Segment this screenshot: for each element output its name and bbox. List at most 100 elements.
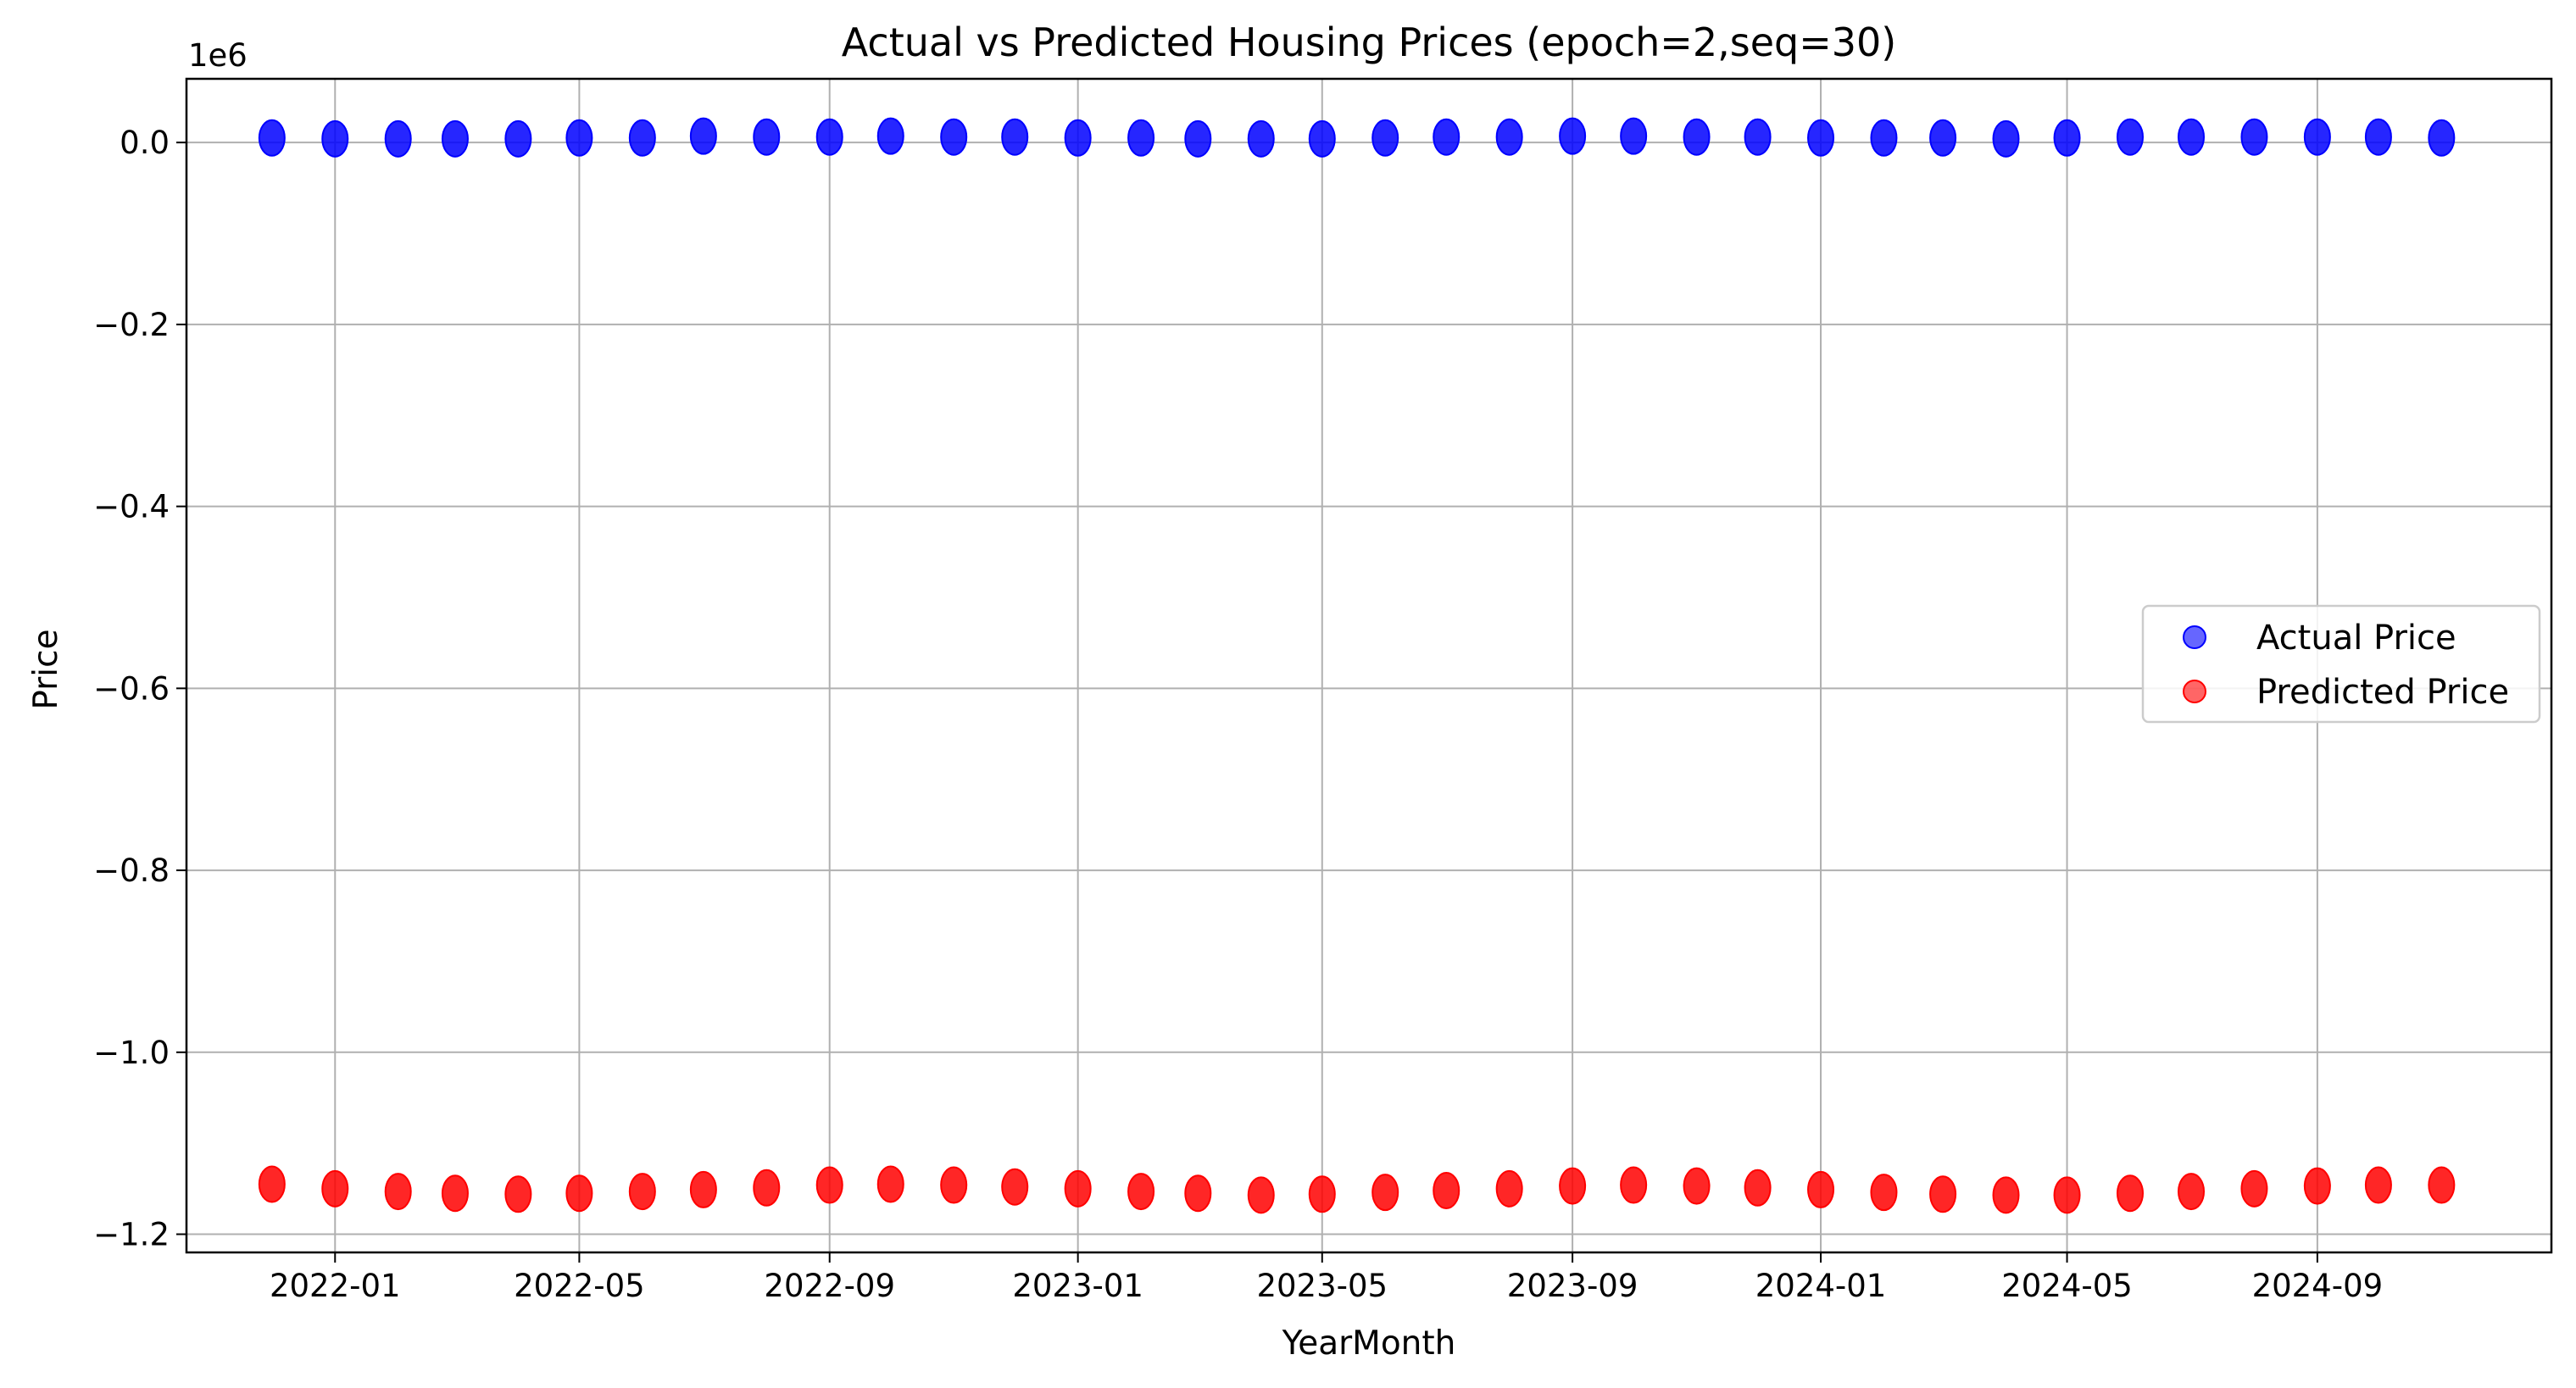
data-point bbox=[1744, 118, 1772, 156]
data-point bbox=[1001, 118, 1029, 156]
data-point bbox=[1495, 118, 1523, 156]
y-axis-label: Price bbox=[27, 629, 65, 709]
data-point bbox=[1495, 1169, 1523, 1208]
legend-marker-actual bbox=[2183, 625, 2206, 649]
data-point bbox=[258, 1165, 286, 1203]
data-point bbox=[2240, 118, 2268, 156]
data-point bbox=[1184, 1174, 1212, 1213]
data-point bbox=[441, 1174, 469, 1213]
x-axis-label: YearMonth bbox=[1282, 1324, 1456, 1363]
y-tick-label: −0.4 bbox=[93, 489, 170, 525]
data-point bbox=[1184, 119, 1212, 158]
data-point bbox=[753, 118, 781, 156]
chart-title: Actual vs Predicted Housing Prices (epoc… bbox=[842, 19, 1896, 65]
data-point bbox=[1992, 119, 2020, 158]
y-tick-label: −0.6 bbox=[93, 670, 170, 707]
data-point bbox=[815, 118, 843, 156]
data-point bbox=[1127, 119, 1155, 157]
x-tick-label: 2024-01 bbox=[1755, 1268, 1887, 1304]
legend-marker-predicted bbox=[2183, 680, 2206, 703]
data-point bbox=[1308, 1175, 1336, 1213]
x-tick-label: 2023-05 bbox=[1256, 1268, 1388, 1304]
data-point bbox=[1371, 1174, 1399, 1212]
data-point bbox=[321, 1169, 349, 1208]
data-point bbox=[815, 1166, 843, 1204]
data-point bbox=[753, 1169, 781, 1207]
data-point bbox=[2116, 1174, 2144, 1213]
data-point bbox=[628, 1173, 656, 1211]
legend-box bbox=[2141, 604, 2541, 724]
data-point bbox=[1992, 1176, 2020, 1214]
data-point bbox=[1064, 119, 1092, 157]
data-point bbox=[940, 1166, 968, 1204]
data-point bbox=[940, 118, 968, 156]
x-tick-label: 2023-01 bbox=[1012, 1268, 1143, 1304]
data-point bbox=[1620, 117, 1648, 155]
data-point bbox=[1929, 1175, 1957, 1213]
legend: Actual Price Predicted Price bbox=[2141, 604, 2541, 724]
data-point bbox=[2053, 119, 2081, 157]
y-tick-label: −1.2 bbox=[93, 1217, 170, 1253]
data-point bbox=[2178, 118, 2206, 156]
data-point bbox=[1870, 1174, 1898, 1212]
data-point bbox=[1559, 1167, 1587, 1205]
data-point bbox=[2364, 1166, 2392, 1204]
data-point bbox=[1247, 1176, 1275, 1214]
x-tick-label: 2023-09 bbox=[1507, 1268, 1639, 1304]
plot-frame bbox=[185, 77, 2553, 1254]
data-point bbox=[2116, 118, 2144, 156]
legend-label-actual: Actual Price bbox=[2256, 619, 2456, 658]
data-point bbox=[384, 119, 412, 158]
data-point bbox=[1127, 1173, 1155, 1211]
data-point bbox=[1559, 117, 1587, 155]
data-point bbox=[689, 1170, 717, 1208]
series-1 bbox=[258, 1165, 2456, 1214]
data-point bbox=[1744, 1169, 1772, 1207]
data-point bbox=[1683, 1167, 1711, 1205]
x-tick-label: 2022-01 bbox=[270, 1268, 401, 1304]
data-points bbox=[258, 117, 2456, 1214]
data-point bbox=[384, 1173, 412, 1211]
data-point bbox=[1807, 119, 1835, 157]
data-point bbox=[1064, 1169, 1092, 1208]
y-tick-label: 0.0 bbox=[120, 125, 170, 161]
data-point bbox=[321, 119, 349, 158]
data-point bbox=[2303, 118, 2331, 156]
data-point bbox=[2178, 1173, 2206, 1211]
data-point bbox=[565, 119, 593, 157]
data-point bbox=[1870, 119, 1898, 157]
data-point bbox=[2303, 1167, 2331, 1205]
data-point bbox=[1620, 1166, 1648, 1204]
data-point bbox=[1001, 1168, 1029, 1206]
data-point bbox=[1683, 118, 1711, 156]
y-tick-label: −0.8 bbox=[93, 852, 170, 889]
data-point bbox=[628, 119, 656, 157]
data-point bbox=[876, 1165, 904, 1203]
data-point bbox=[1247, 119, 1275, 158]
x-tick-label: 2022-05 bbox=[514, 1268, 645, 1304]
data-point bbox=[2428, 119, 2456, 157]
data-point bbox=[565, 1174, 593, 1213]
data-point bbox=[1433, 1171, 1460, 1209]
data-point bbox=[1929, 119, 1957, 157]
axis-ticks: 2022-01 2022-05 2022-09 2023-01 2023-05 2023-… bbox=[93, 125, 2383, 1304]
data-point bbox=[441, 119, 469, 158]
data-point bbox=[2428, 1166, 2456, 1204]
legend-label-predicted: Predicted Price bbox=[2256, 673, 2509, 712]
grid-lines bbox=[186, 79, 2551, 1252]
data-point bbox=[1371, 119, 1399, 157]
data-point bbox=[504, 1175, 532, 1213]
x-tick-label: 2022-09 bbox=[764, 1268, 895, 1304]
data-point bbox=[2240, 1169, 2268, 1208]
data-point bbox=[1308, 119, 1336, 158]
data-point bbox=[689, 117, 717, 155]
data-point bbox=[1433, 118, 1460, 156]
y-tick-label: −0.2 bbox=[93, 307, 170, 343]
series-0 bbox=[258, 117, 2456, 158]
x-tick-label: 2024-09 bbox=[2252, 1268, 2384, 1304]
data-point bbox=[1807, 1170, 1835, 1208]
data-point bbox=[2053, 1176, 2081, 1214]
data-point bbox=[258, 119, 286, 157]
data-point bbox=[2364, 118, 2392, 156]
